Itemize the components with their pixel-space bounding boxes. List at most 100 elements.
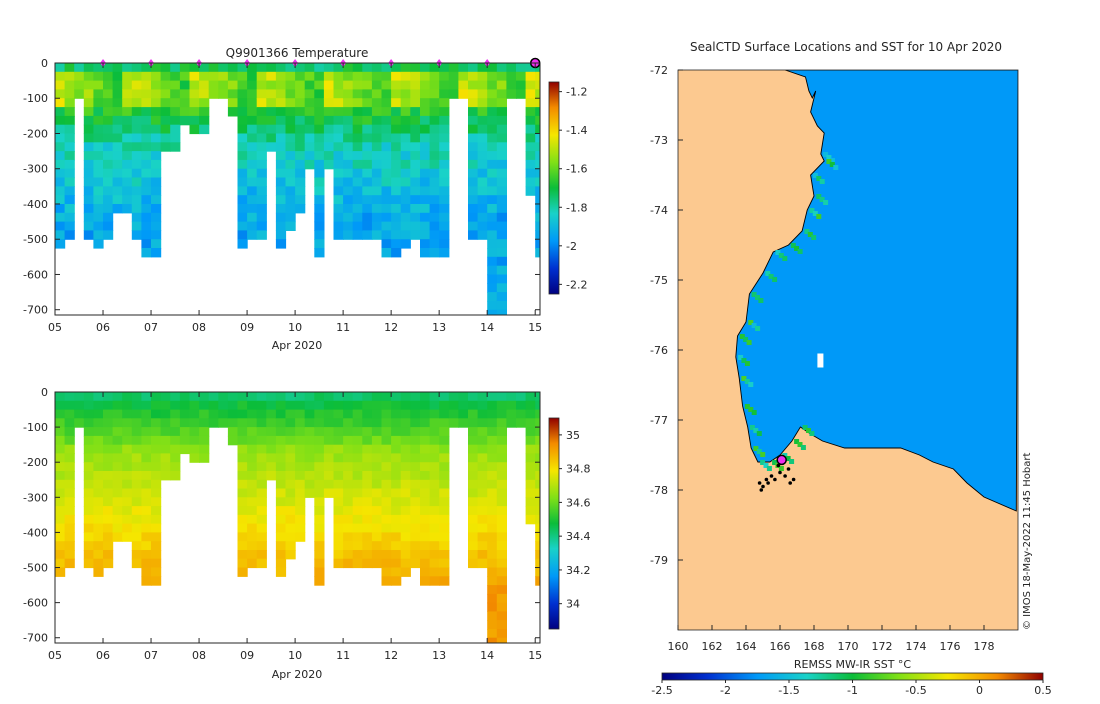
section-cell [487,98,498,108]
section-cell [352,98,363,108]
section-cell [122,532,133,542]
section-cell [362,142,373,152]
section-cell [381,576,392,586]
sst-pixel [802,425,808,430]
sst-pixel [794,439,800,444]
section-cell [266,409,277,419]
section-cell [343,195,354,205]
y-tick-label: -600 [23,268,48,281]
x-tick-label: 15 [528,649,542,662]
section-cell [496,212,507,223]
profile-column [83,392,94,569]
profile-column [458,63,469,99]
section-cell [55,212,66,223]
section-cell [112,532,123,542]
section-cell [151,133,162,143]
section-cell [314,418,325,428]
section-cell [55,488,66,498]
section-cell [112,98,123,108]
section-cell [468,115,479,126]
section-cell [487,506,498,516]
section-cell [74,71,85,82]
section-cell [323,400,335,411]
sst-pixel [741,358,747,363]
section-cell [189,427,200,437]
section-cell [247,550,258,560]
section-cell [420,400,431,411]
seal-location [773,477,777,482]
section-cell [400,550,411,560]
section-cell [151,80,162,90]
section-cell [420,418,431,428]
section-cell [429,71,440,82]
section-cell [343,392,354,402]
section-cell [381,80,392,90]
section-cell [371,186,383,196]
section-cell [64,115,75,126]
section-cell [371,151,383,161]
section-cell [362,462,373,472]
section-cell [131,444,142,455]
section-cell [400,195,411,205]
section-cell [179,418,191,428]
section-cell [439,168,450,179]
section-cell [141,409,152,419]
section-cell [400,435,411,446]
section-cell [362,124,373,135]
section-cell [439,71,450,82]
section-cell [496,274,507,284]
section-cell [55,142,66,152]
section-cell [535,221,540,231]
section-cell [400,107,411,117]
section-cell [535,497,540,507]
section-cell [314,177,325,187]
section-cell [55,392,66,402]
section-cell [103,532,114,542]
section-cell [55,168,66,179]
section-cell [266,392,277,402]
section-cell [439,409,450,419]
section-cell [64,514,75,525]
section-cell [391,168,402,179]
section-cell [64,89,75,99]
x-tick-label: 07 [144,649,158,662]
section-cell [535,168,540,179]
section-cell [535,576,540,586]
section-cell [410,230,421,240]
section-cell [420,550,431,560]
section-cell [439,115,450,126]
section-cell [468,392,479,402]
section-cell [458,71,469,82]
section-cell [256,159,267,170]
section-cell [179,392,191,402]
section-cell [131,427,142,437]
section-cell [122,107,133,117]
section-cell [64,550,75,560]
profile-column [83,63,94,240]
section-cell [266,435,277,446]
section-cell [381,392,392,402]
section-cell [160,71,171,82]
section-cell [112,71,123,82]
section-cell [391,444,402,455]
section-cell [496,418,507,428]
sst-pixel [763,463,769,468]
section-cell [429,248,440,258]
section-cell [179,427,191,437]
section-cell [237,230,248,240]
section-cell [227,89,239,99]
section-cell [496,479,507,490]
profile-column [400,63,411,249]
section-cell [151,523,162,533]
section-cell [256,98,267,108]
section-cell [170,409,181,419]
section-cell [525,400,536,411]
section-cell [256,212,267,223]
section-cell [151,195,162,205]
section-cell [112,63,123,73]
section-cell [525,124,536,135]
section-cell [496,107,507,117]
section-cell [304,453,315,463]
section-cell [64,453,75,463]
temperature-colorbar-tick-label: -2.2 [566,278,587,291]
